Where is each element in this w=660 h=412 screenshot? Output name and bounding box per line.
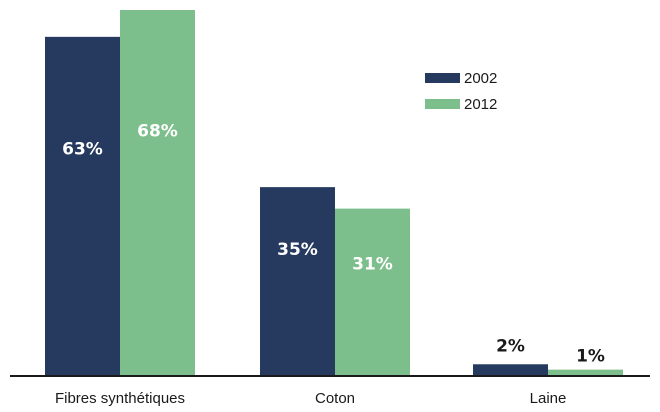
bar-2002-0 xyxy=(45,36,120,376)
value-label-2012-2: 1% xyxy=(576,347,605,367)
category-label-1: Coton xyxy=(315,390,355,407)
legend: 2002 2012 xyxy=(425,70,497,113)
value-label-2002-1: 35% xyxy=(277,240,318,260)
bar-2012-2 xyxy=(548,369,623,375)
legend-label-2012: 2012 xyxy=(464,96,497,113)
bar-2002-2 xyxy=(473,364,548,375)
legend-label-2002: 2002 xyxy=(464,70,497,87)
legend-swatch-2002 xyxy=(425,73,460,83)
category-label-2: Laine xyxy=(530,390,567,407)
bar-2012-0 xyxy=(120,10,195,375)
legend-swatch-2012 xyxy=(425,99,460,109)
category-labels: Fibres synthétiques Coton Laine xyxy=(55,390,566,407)
value-label-2002-2: 2% xyxy=(496,336,525,356)
value-label-2012-0: 68% xyxy=(137,121,178,141)
value-label-2012-1: 31% xyxy=(352,255,393,275)
value-label-2002-0: 63% xyxy=(62,139,103,159)
category-label-0: Fibres synthétiques xyxy=(55,390,185,407)
bar-2012-1 xyxy=(335,208,410,375)
bar-2002-1 xyxy=(260,187,335,375)
bars-group: 63% 68% 35% 31% 2% 1% xyxy=(45,10,623,376)
